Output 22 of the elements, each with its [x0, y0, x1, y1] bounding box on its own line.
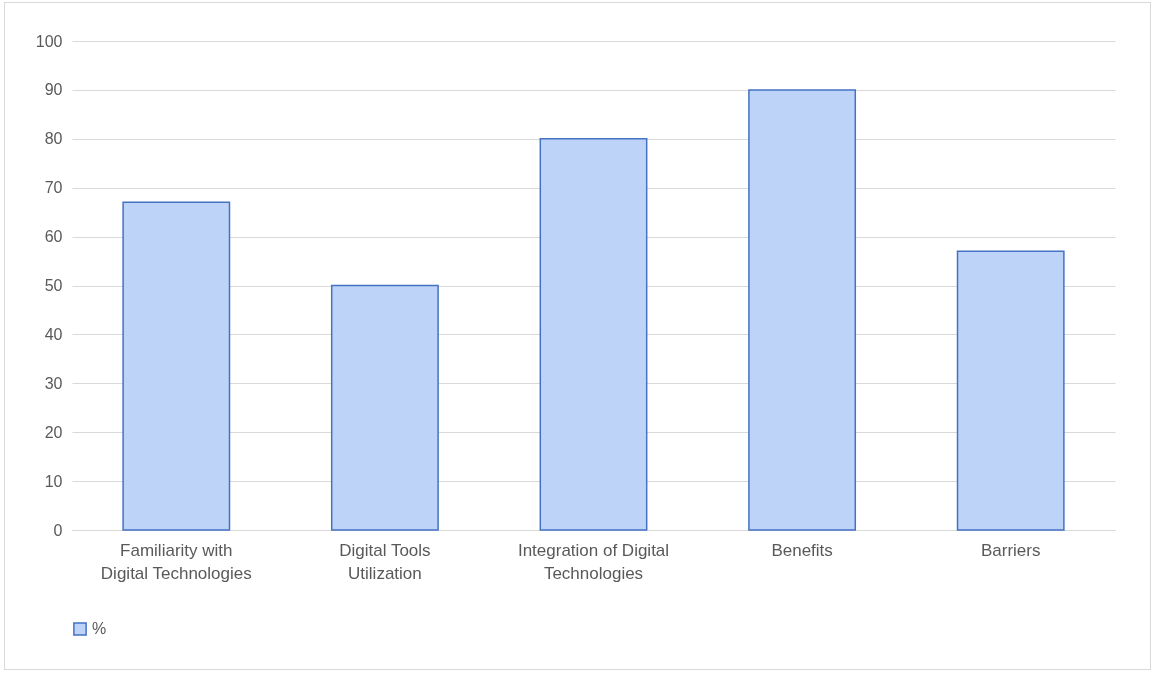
y-tick-label: 60: [44, 228, 63, 246]
bar: [956, 250, 1065, 531]
bar: [748, 89, 857, 531]
y-tick-label: 20: [44, 423, 63, 441]
y-tick-label: 40: [44, 325, 63, 343]
y-tick-label: 30: [44, 374, 63, 392]
bar: [122, 201, 231, 531]
y-tick-label: 80: [44, 130, 63, 148]
x-tick-label: Familiarity with Digital Technologies: [100, 540, 252, 583]
y-tick-label: 0: [53, 521, 63, 539]
y-tick-label: 50: [44, 277, 63, 294]
x-tick-label: Digital Tools Utilization: [339, 540, 431, 583]
y-tick-label: 10: [44, 472, 63, 490]
x-tick-label: Integration of Digital Technologies: [517, 540, 670, 583]
y-tick-label: 70: [44, 179, 63, 197]
x-tick-label: Barriers: [980, 540, 1041, 560]
y-tick-label: 100: [35, 32, 63, 50]
bar: [539, 138, 648, 531]
legend-label: %: [92, 620, 107, 637]
y-tick-label: 90: [44, 81, 63, 99]
x-tick-label: Benefits: [771, 540, 833, 560]
bar: [330, 284, 439, 531]
